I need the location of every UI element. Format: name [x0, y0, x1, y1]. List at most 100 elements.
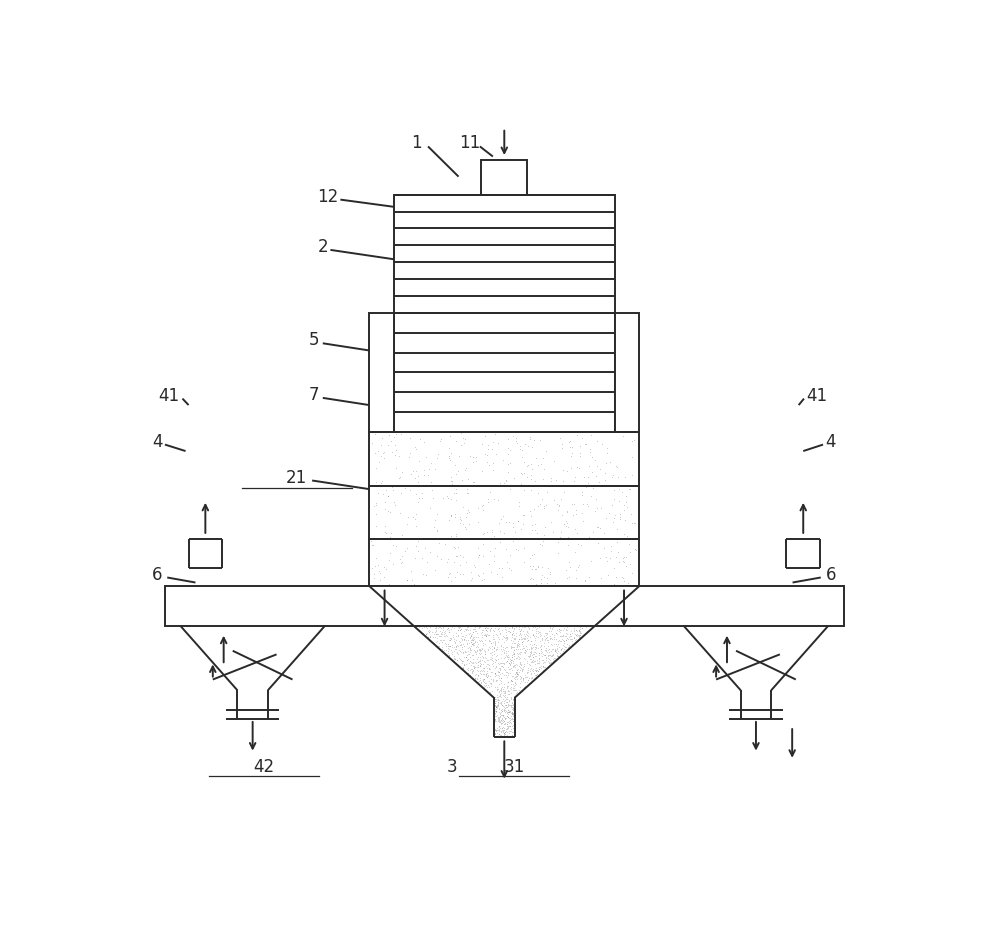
Point	[468, 616, 484, 631]
Point	[483, 598, 499, 613]
Point	[483, 646, 499, 661]
Point	[443, 446, 459, 461]
Point	[511, 638, 526, 653]
Point	[438, 626, 454, 641]
Point	[538, 582, 554, 597]
Point	[485, 583, 501, 598]
Point	[472, 603, 488, 618]
Point	[524, 559, 540, 574]
Point	[398, 587, 413, 602]
Point	[571, 591, 586, 606]
Point	[546, 632, 562, 647]
Point	[467, 607, 483, 622]
Point	[423, 599, 439, 614]
Point	[400, 449, 416, 464]
Point	[463, 629, 479, 644]
Point	[463, 614, 479, 629]
Point	[622, 556, 638, 571]
Point	[588, 615, 604, 630]
Point	[537, 593, 553, 608]
Point	[477, 644, 493, 659]
Point	[492, 721, 508, 736]
Point	[507, 631, 523, 646]
Point	[569, 607, 584, 622]
Point	[542, 600, 558, 615]
Point	[378, 592, 394, 606]
Point	[418, 627, 434, 642]
Point	[494, 671, 510, 686]
Point	[465, 651, 481, 666]
Point	[537, 632, 553, 647]
Point	[441, 648, 457, 662]
Point	[545, 603, 561, 618]
Point	[418, 626, 434, 641]
Point	[534, 653, 550, 668]
Point	[555, 610, 571, 625]
Point	[512, 645, 527, 660]
Point	[526, 600, 542, 615]
Point	[521, 598, 536, 613]
Point	[488, 667, 504, 682]
Point	[556, 610, 572, 625]
Point	[570, 618, 585, 633]
Point	[499, 631, 515, 646]
Point	[539, 626, 555, 641]
Point	[522, 641, 537, 656]
Point	[541, 582, 557, 597]
Point	[525, 628, 541, 643]
Point	[553, 634, 569, 648]
Point	[479, 448, 495, 463]
Point	[496, 703, 512, 717]
Point	[433, 432, 449, 447]
Point	[520, 596, 535, 611]
Point	[488, 703, 504, 718]
Point	[582, 458, 597, 473]
Point	[429, 634, 445, 648]
Point	[507, 658, 523, 673]
Point	[479, 584, 495, 599]
Point	[512, 683, 527, 698]
Point	[434, 624, 450, 639]
Point	[394, 554, 409, 569]
Point	[527, 588, 543, 603]
Point	[523, 550, 538, 565]
Point	[517, 604, 532, 619]
Point	[388, 497, 403, 512]
Point	[502, 658, 518, 673]
Point	[510, 580, 525, 595]
Point	[477, 678, 493, 693]
Point	[551, 632, 567, 647]
Point	[546, 653, 562, 668]
Point	[549, 622, 565, 637]
Point	[538, 661, 554, 676]
Point	[553, 642, 569, 657]
Point	[515, 580, 530, 595]
Point	[438, 613, 454, 628]
Point	[555, 599, 571, 614]
Point	[468, 666, 484, 681]
Point	[540, 601, 556, 616]
Point	[442, 631, 458, 646]
Point	[575, 601, 590, 616]
Point	[514, 662, 529, 677]
Point	[471, 617, 487, 632]
Point	[404, 591, 420, 606]
Point	[425, 581, 441, 596]
Point	[511, 617, 526, 632]
Point	[484, 599, 500, 614]
Point	[534, 492, 550, 507]
Point	[506, 609, 522, 624]
Point	[514, 582, 529, 597]
Point	[457, 612, 472, 627]
Point	[518, 643, 533, 658]
Point	[487, 712, 503, 727]
Point	[555, 637, 571, 652]
Point	[530, 629, 546, 644]
Text: 6: 6	[153, 566, 162, 584]
Point	[456, 661, 471, 675]
Point	[478, 675, 494, 690]
Point	[619, 500, 635, 515]
Point	[488, 704, 504, 719]
Point	[506, 697, 522, 712]
Point	[591, 550, 607, 565]
